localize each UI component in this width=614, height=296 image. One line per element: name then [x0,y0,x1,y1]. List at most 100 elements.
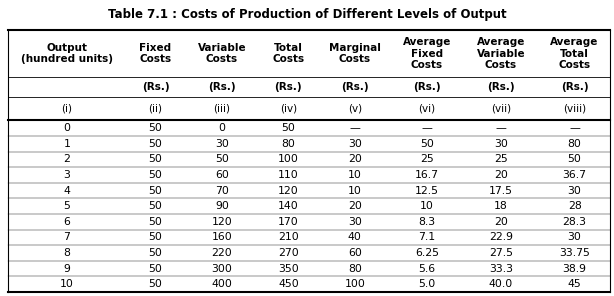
Text: 10: 10 [60,279,74,289]
Text: 10: 10 [420,201,434,211]
Text: 7: 7 [64,232,71,242]
Text: Marginal
Costs: Marginal Costs [329,43,381,64]
Text: (ii): (ii) [149,104,163,114]
Text: 120: 120 [278,186,299,196]
Text: 0: 0 [219,123,225,133]
Text: 50: 50 [149,201,163,211]
Text: 50: 50 [149,139,163,149]
Text: 10: 10 [348,186,362,196]
Text: 17.5: 17.5 [489,186,513,196]
Text: 0: 0 [63,123,71,133]
Text: —: — [569,123,580,133]
Text: 140: 140 [278,201,299,211]
Text: 80: 80 [281,139,295,149]
Text: Variable
Costs: Variable Costs [198,43,246,64]
Text: 4: 4 [64,186,71,196]
Text: 30: 30 [348,139,362,149]
Text: 20: 20 [494,217,508,227]
Text: 350: 350 [278,264,299,274]
Text: 8: 8 [64,248,71,258]
Text: —: — [495,123,507,133]
Text: 28.3: 28.3 [562,217,586,227]
Text: Fixed
Costs: Fixed Costs [139,43,171,64]
Text: 40: 40 [348,232,362,242]
Text: 36.7: 36.7 [562,170,586,180]
Text: (Rs.): (Rs.) [413,82,441,92]
Text: Table 7.1 : Costs of Production of Different Levels of Output: Table 7.1 : Costs of Production of Diffe… [107,8,507,21]
Text: 50: 50 [420,139,434,149]
Text: (vii): (vii) [491,104,511,114]
Text: Average
Fixed
Costs: Average Fixed Costs [403,37,451,70]
Text: 50: 50 [149,264,163,274]
Text: 28: 28 [568,201,581,211]
Text: 22.9: 22.9 [489,232,513,242]
Text: Average
Total
Costs: Average Total Costs [550,37,599,70]
Text: 50: 50 [149,232,163,242]
Text: Total
Costs: Total Costs [272,43,305,64]
Text: 50: 50 [149,123,163,133]
Text: Output
(hundred units): Output (hundred units) [21,43,113,64]
Text: 300: 300 [211,264,232,274]
Text: 6: 6 [64,217,71,227]
Text: 25: 25 [494,155,508,164]
Text: 5: 5 [64,201,71,211]
Text: 50: 50 [149,248,163,258]
Text: (Rs.): (Rs.) [487,82,515,92]
Text: 10: 10 [348,170,362,180]
Text: 6.25: 6.25 [415,248,439,258]
Text: 50: 50 [149,279,163,289]
Text: (iii): (iii) [214,104,230,114]
Text: 160: 160 [212,232,232,242]
Text: 50: 50 [149,217,163,227]
Text: 30: 30 [568,232,581,242]
Text: 80: 80 [568,139,581,149]
Text: 30: 30 [494,139,508,149]
Text: 7.1: 7.1 [419,232,435,242]
Text: 20: 20 [348,155,362,164]
Text: 450: 450 [278,279,299,289]
Text: 30: 30 [568,186,581,196]
Text: 400: 400 [211,279,232,289]
Text: 210: 210 [278,232,299,242]
Text: 50: 50 [149,155,163,164]
Text: 5.6: 5.6 [419,264,435,274]
Text: —: — [422,123,432,133]
Text: 100: 100 [344,279,365,289]
Text: 50: 50 [149,170,163,180]
Text: 12.5: 12.5 [415,186,439,196]
Text: 50: 50 [149,186,163,196]
Text: —: — [349,123,360,133]
Text: 3: 3 [64,170,71,180]
Text: 33.75: 33.75 [559,248,590,258]
Text: 60: 60 [348,248,362,258]
Text: 30: 30 [215,139,229,149]
Text: (i): (i) [61,104,72,114]
Text: (Rs.): (Rs.) [561,82,588,92]
Text: 16.7: 16.7 [415,170,439,180]
Text: 45: 45 [568,279,581,289]
Text: 90: 90 [215,201,229,211]
Text: (Rs.): (Rs.) [208,82,236,92]
Text: 60: 60 [215,170,229,180]
Text: (Rs.): (Rs.) [274,82,302,92]
Text: 18: 18 [494,201,508,211]
Text: 120: 120 [212,217,232,227]
Text: 1: 1 [64,139,71,149]
Text: 25: 25 [420,155,434,164]
Text: 100: 100 [278,155,299,164]
Text: 110: 110 [278,170,299,180]
Text: 270: 270 [278,248,299,258]
Text: 5.0: 5.0 [418,279,436,289]
Text: 220: 220 [212,248,232,258]
Text: (vi): (vi) [419,104,435,114]
Text: 50: 50 [281,123,295,133]
Text: 27.5: 27.5 [489,248,513,258]
Text: (Rs.): (Rs.) [341,82,368,92]
Text: 50: 50 [568,155,581,164]
Text: 50: 50 [215,155,229,164]
Text: 70: 70 [215,186,229,196]
Text: 33.3: 33.3 [489,264,513,274]
Text: (iv): (iv) [280,104,297,114]
Text: Average
Variable
Costs: Average Variable Costs [476,37,525,70]
Text: 20: 20 [494,170,508,180]
